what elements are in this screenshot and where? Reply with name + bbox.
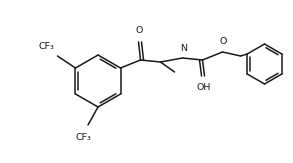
- Text: O: O: [136, 26, 143, 35]
- Text: OH: OH: [196, 83, 211, 92]
- Text: N: N: [180, 44, 187, 53]
- Text: CF₃: CF₃: [39, 42, 54, 51]
- Text: CF₃: CF₃: [75, 133, 91, 142]
- Text: O: O: [220, 37, 227, 46]
